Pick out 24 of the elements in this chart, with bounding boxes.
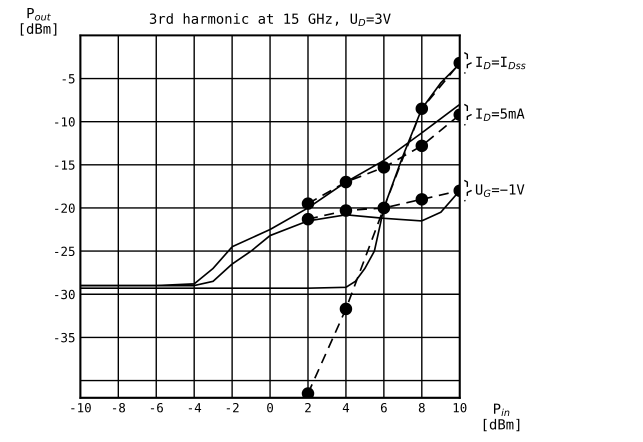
- x-tick-label: 6: [380, 402, 387, 412]
- x-tick-label: 4: [342, 403, 350, 412]
- legend-label: I$_{D}$=I$_{Dss}$: [476, 56, 526, 70]
- y-tick-label: -30: [55, 290, 75, 300]
- x-tick-label: -10: [71, 402, 91, 412]
- y-tick-label: -35: [55, 332, 75, 342]
- x-tick-label: -6: [150, 402, 163, 412]
- y-tick-label: -15: [55, 160, 75, 170]
- y-tick-label: -5: [62, 74, 75, 84]
- y-tick-label: -25: [55, 246, 75, 256]
- y-axis-title: P$_{out}$ [dBm]: [20, 8, 56, 36]
- y-tick-label: -20: [55, 203, 75, 213]
- legend-label: U$_{G}$=−1V: [476, 184, 524, 197]
- x-tick-label: 10: [454, 402, 466, 412]
- chart-title: 3rd harmonic at 15 GHz, U$_{D}$=3V: [150, 13, 391, 26]
- x-tick-label: -8: [112, 402, 126, 412]
- x-tick-label: -4: [188, 403, 202, 412]
- x-tick-label: 2: [305, 402, 311, 412]
- legend-label: I$_{D}$=5mA: [476, 108, 524, 121]
- y-tick-label: -10: [55, 117, 75, 127]
- x-tick-label: 0: [267, 402, 274, 412]
- x-axis-title: P$_{in}$ [dBm]: [484, 404, 520, 432]
- x-tick-label: -2: [226, 402, 239, 412]
- x-tick-label: 8: [418, 402, 425, 412]
